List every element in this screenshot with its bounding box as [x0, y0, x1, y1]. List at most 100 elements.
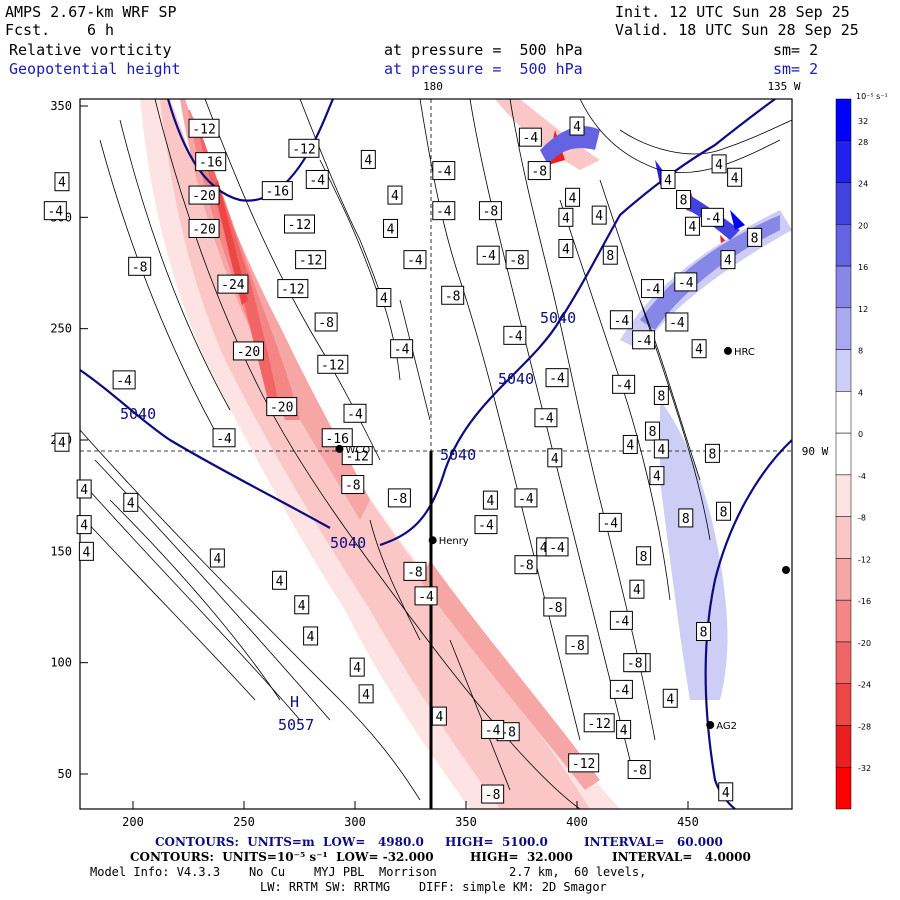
vorticity-contour-label: -12 [568, 753, 600, 773]
footer-vorticity-contours: CONTOURS: UNITS=10⁻⁵ s⁻¹ LOW= -32.000 [130, 850, 434, 864]
label-text: -12 [587, 717, 610, 732]
vorticity-contour-label: 4 [616, 719, 632, 739]
label-text: 4 [58, 436, 66, 451]
label-text: 4 [58, 176, 66, 191]
x-tick-label: 250 [233, 815, 255, 829]
label-box [78, 541, 94, 561]
label-box [534, 408, 558, 428]
label-text: -8 [318, 316, 334, 331]
label-text: 8 [606, 249, 614, 264]
vorticity-contour-label: 8 [636, 546, 652, 566]
vorticity-contour-label: 4 [387, 185, 403, 205]
label-text: -4 [347, 407, 363, 422]
field2-level: at pressure = 500 hPa [384, 60, 583, 78]
label-box [727, 167, 743, 187]
vorticity-contour-label: -8 [441, 285, 465, 305]
label-text: -12 [288, 218, 311, 233]
vorticity-contour-label: -4 [609, 310, 633, 330]
vorticity-contour-label: 4 [360, 149, 376, 169]
colorbar-label: 32 [858, 117, 868, 126]
colorbar-label: -24 [858, 681, 871, 690]
label-text: 4 [127, 496, 135, 511]
label-text: -8 [500, 726, 516, 741]
vorticity-contour-label: 4 [376, 287, 392, 307]
vorticity-contour-label: 4 [662, 688, 678, 708]
label-text: 4 [298, 599, 306, 614]
station-marker [723, 346, 732, 355]
label-text: -4 [549, 372, 565, 387]
label-text: -8 [485, 788, 501, 803]
label-text: 4 [387, 222, 395, 237]
label-text: 4 [82, 545, 90, 560]
label-text: -20 [192, 189, 215, 204]
label-box [383, 218, 399, 238]
label-box [481, 784, 505, 804]
label-box [209, 548, 225, 568]
label-box [700, 207, 724, 227]
label-text: 4 [562, 243, 570, 258]
label-text: -4 [538, 412, 554, 427]
vorticity-contour-label: 4 [591, 205, 607, 225]
x-tick-label: 450 [677, 815, 699, 829]
height-label: 5040 [498, 370, 534, 388]
label-text: -12 [192, 122, 215, 137]
label-text: 4 [657, 443, 665, 458]
vorticity-contour-label: -8 [403, 561, 427, 581]
label-text: 8 [751, 231, 759, 246]
label-text: -8 [569, 639, 585, 654]
label-box [718, 782, 734, 802]
vorticity-contour-label: 4 [123, 492, 139, 512]
station-label: HRC [734, 347, 755, 358]
label-box [341, 446, 373, 466]
colorbar-swatch [835, 641, 852, 684]
label-text: -4 [47, 205, 63, 220]
colorbar-label: -8 [858, 514, 866, 523]
footer-model-info: Model Info: V4.3.3 No Cu MYJ PBL Morriso… [90, 865, 647, 879]
vorticity-contour-label: -4 [612, 374, 636, 394]
label-box [640, 279, 664, 299]
height-label: 5040 [120, 405, 156, 423]
vorticity-contour-label: -12 [341, 446, 373, 466]
label-box [43, 201, 67, 221]
vorticity-contour-label: 4 [547, 448, 563, 468]
label-box [704, 443, 720, 463]
label-box [387, 488, 411, 508]
vorticity-contour-label: 4 [718, 782, 734, 802]
label-box [545, 368, 569, 388]
footer-vorticity-high: HIGH= 32.000 [470, 850, 573, 864]
label-box [128, 256, 152, 276]
label-box [341, 475, 365, 495]
label-text: 4 [391, 189, 399, 204]
vorticity-contour-label: -8 [481, 784, 505, 804]
label-text: 4 [435, 710, 443, 725]
colorbar-swatch [835, 140, 852, 183]
vorticity-contour-label: -4 [476, 245, 500, 265]
vorticity-contour-label: -8 [478, 201, 502, 221]
label-text: -4 [645, 283, 661, 298]
label-text: 8 [649, 425, 657, 440]
label-box [403, 250, 427, 270]
height-labels: 5040 5040 5040 5040 5040 H 5057 [120, 309, 576, 734]
label-box [54, 432, 70, 452]
vorticity-contour-label: 4 [660, 169, 676, 189]
label-text: -16 [266, 185, 289, 200]
vorticity-contour-label: -4 [609, 679, 633, 699]
label-box [609, 679, 633, 699]
vorticity-contour-label: -4 [403, 250, 427, 270]
label-text: -16 [325, 432, 348, 447]
label-box [598, 512, 622, 532]
label-box [665, 312, 689, 332]
vorticity-contour-label: 4 [349, 657, 365, 677]
colorbar-label: 8 [858, 347, 863, 356]
station-marker [782, 566, 790, 574]
label-box [653, 439, 669, 459]
label-text: -4 [394, 343, 410, 358]
vorticity-contour-label: 4 [558, 207, 574, 227]
label-box [591, 205, 607, 225]
vorticity-contour-label: 8 [676, 190, 692, 210]
colorbar-swatch [835, 182, 852, 225]
label-box [277, 279, 309, 299]
label-text: 4 [724, 254, 732, 269]
vorticity-contour-label: -12 [288, 138, 320, 158]
colorbar-label: -4 [858, 472, 866, 481]
